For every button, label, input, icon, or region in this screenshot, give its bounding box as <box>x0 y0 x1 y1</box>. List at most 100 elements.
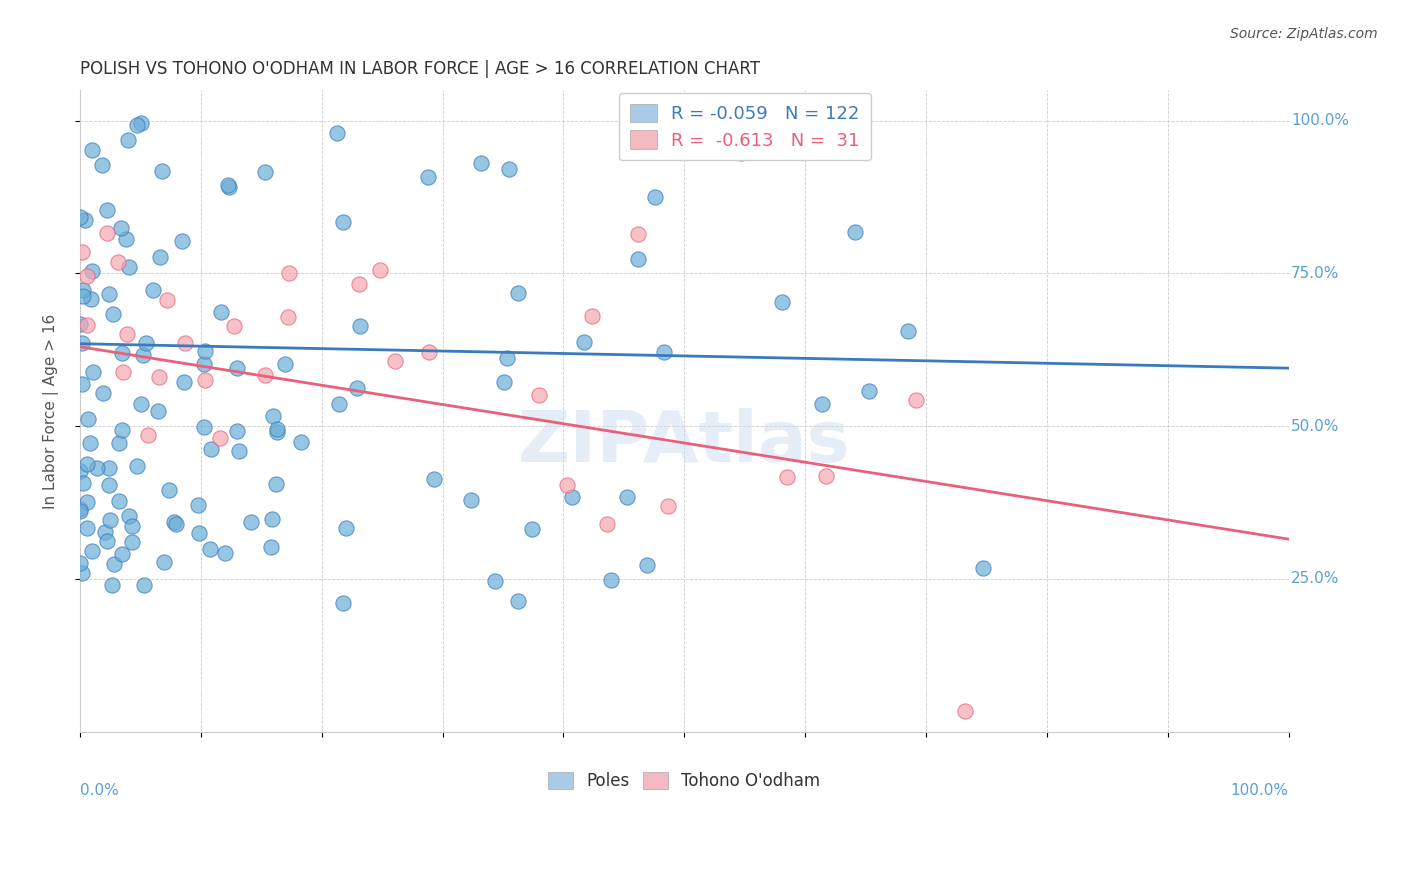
Point <box>422 472 444 486</box>
Point <box>214 546 236 560</box>
Text: 25.0%: 25.0% <box>1291 572 1340 586</box>
Point <box>108 436 131 450</box>
Point <box>561 491 583 505</box>
Point <box>96 226 118 240</box>
Point <box>260 540 283 554</box>
Point <box>165 516 187 531</box>
Point <box>157 483 180 497</box>
Point <box>132 348 155 362</box>
Point <box>208 431 231 445</box>
Point <box>69 464 91 478</box>
Point <box>460 492 482 507</box>
Point <box>148 404 170 418</box>
Point <box>152 163 174 178</box>
Point <box>239 516 262 530</box>
Point <box>76 268 98 283</box>
Point <box>103 557 125 571</box>
Point <box>596 516 619 531</box>
Point <box>555 477 578 491</box>
Y-axis label: In Labor Force | Age > 16: In Labor Force | Age > 16 <box>44 313 59 508</box>
Point <box>111 548 134 562</box>
Point <box>72 475 94 490</box>
Point <box>508 285 530 300</box>
Point <box>627 252 650 266</box>
Point <box>332 596 354 610</box>
Point <box>97 478 120 492</box>
Point <box>98 513 121 527</box>
Point <box>156 293 179 307</box>
Point <box>82 365 104 379</box>
Point <box>118 508 141 523</box>
Point <box>107 493 129 508</box>
Point <box>79 436 101 450</box>
Point <box>121 535 143 549</box>
Point <box>492 375 515 389</box>
Point <box>218 179 240 194</box>
Point <box>136 428 159 442</box>
Point <box>226 360 249 375</box>
Point <box>132 578 155 592</box>
Point <box>148 250 170 264</box>
Point <box>72 289 94 303</box>
Point <box>69 210 91 224</box>
Point <box>70 377 93 392</box>
Point <box>253 165 276 179</box>
Point <box>730 146 752 161</box>
Point <box>470 156 492 170</box>
Point <box>117 133 139 147</box>
Point <box>148 369 170 384</box>
Point <box>529 388 551 402</box>
Point <box>335 521 357 535</box>
Text: Source: ZipAtlas.com: Source: ZipAtlas.com <box>1230 27 1378 41</box>
Point <box>636 558 658 572</box>
Point <box>815 469 838 483</box>
Text: 0.0%: 0.0% <box>80 783 118 797</box>
Point <box>111 365 134 379</box>
Point <box>384 354 406 368</box>
Point <box>107 255 129 269</box>
Text: 100.0%: 100.0% <box>1230 783 1289 797</box>
Point <box>142 283 165 297</box>
Point <box>86 461 108 475</box>
Point <box>277 266 299 280</box>
Text: POLISH VS TOHONO O'ODHAM IN LABOR FORCE | AGE > 16 CORRELATION CHART: POLISH VS TOHONO O'ODHAM IN LABOR FORCE … <box>80 60 761 78</box>
Point <box>173 375 195 389</box>
Point <box>98 460 121 475</box>
Point <box>616 490 638 504</box>
Point <box>163 515 186 529</box>
Point <box>266 476 288 491</box>
Point <box>217 178 239 193</box>
Point <box>368 262 391 277</box>
Point <box>328 397 350 411</box>
Point <box>80 264 103 278</box>
Point <box>73 213 96 227</box>
Point <box>627 227 650 241</box>
Point <box>200 541 222 556</box>
Point <box>96 202 118 217</box>
Point <box>226 424 249 438</box>
Point <box>228 444 250 458</box>
Point <box>70 335 93 350</box>
Point <box>129 397 152 411</box>
Point <box>70 245 93 260</box>
Point <box>174 335 197 350</box>
Text: 75.0%: 75.0% <box>1291 266 1340 281</box>
Point <box>657 499 679 513</box>
Point <box>254 368 277 382</box>
Text: ZIPAtlas: ZIPAtlas <box>517 409 851 477</box>
Point <box>96 534 118 549</box>
Point <box>82 144 104 158</box>
Point <box>844 225 866 239</box>
Point <box>193 357 215 371</box>
Point <box>110 221 132 235</box>
Point <box>76 457 98 471</box>
Point <box>484 574 506 588</box>
Point <box>574 334 596 349</box>
Point <box>508 594 530 608</box>
Point <box>91 385 114 400</box>
Point <box>972 561 994 575</box>
Point <box>770 294 793 309</box>
Point <box>290 434 312 449</box>
Point <box>125 118 148 132</box>
Point <box>274 357 297 371</box>
